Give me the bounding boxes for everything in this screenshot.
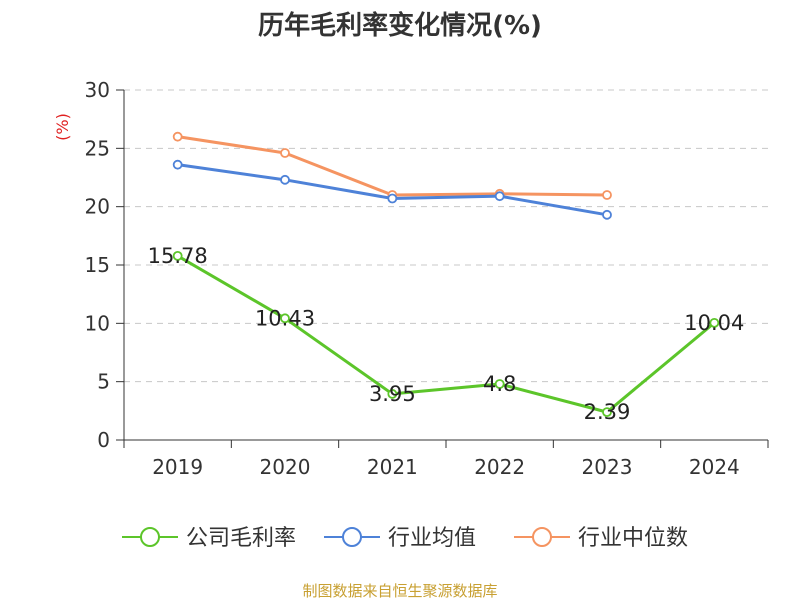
- y-tick-label: 10: [85, 311, 110, 335]
- data-point: [387, 389, 398, 399]
- legend-marker: [532, 527, 552, 547]
- y-tick-label: 20: [85, 195, 110, 219]
- x-tick-label: 2023: [582, 455, 633, 479]
- data-point: [387, 193, 398, 204]
- legend-label: 行业中位数: [578, 526, 688, 551]
- legend-label: 公司毛利率: [186, 526, 296, 551]
- data-label: 10.04: [684, 311, 744, 335]
- data-label: 15.78: [148, 244, 208, 268]
- source-note: 制图数据来自恒生聚源数据库: [302, 582, 497, 600]
- data-point: [280, 174, 290, 185]
- series-lines: [172, 131, 720, 418]
- x-tick-label: 2021: [367, 455, 418, 479]
- x-tick-label: 2019: [152, 455, 203, 479]
- x-tick-labels: 2019 2020 2021 2022 2023 2024: [152, 455, 740, 479]
- y-axis-label: (%): [53, 113, 72, 141]
- data-point: [172, 250, 183, 261]
- legend-marker: [140, 527, 160, 547]
- legend-marker: [342, 527, 362, 547]
- data-point: [280, 148, 290, 158]
- data-point: [602, 209, 612, 220]
- data-label: 3.95: [369, 382, 416, 406]
- data-label: 4.8: [483, 372, 516, 396]
- series-line: [177, 163, 608, 217]
- data-point: [172, 131, 183, 142]
- x-tick-label: 2024: [689, 455, 740, 479]
- data-labels: 15.78 10.43 3.95 4.8 2.39 10.04: [148, 244, 745, 424]
- y-tick-label: 30: [85, 78, 110, 102]
- y-tick-label: 0: [97, 428, 110, 452]
- data-point: [280, 313, 290, 324]
- axes: [116, 89, 769, 448]
- y-tick-labels: 0 5 10 15 20 25 30: [85, 78, 110, 452]
- legend: 公司毛利率 行业均值 行业中位数: [122, 526, 688, 551]
- data-point: [602, 190, 612, 200]
- data-label: 10.43: [255, 306, 315, 330]
- data-point: [709, 317, 720, 328]
- legend-label: 行业均值: [388, 526, 476, 551]
- y-tick-label: 15: [85, 253, 110, 277]
- data-label: 2.39: [584, 400, 631, 424]
- y-tick-label: 5: [97, 370, 110, 394]
- data-point: [494, 191, 505, 202]
- data-point: [602, 407, 612, 418]
- x-tick-label: 2020: [260, 455, 311, 479]
- data-point: [494, 379, 505, 389]
- x-tick-label: 2022: [474, 455, 525, 479]
- data-point: [172, 159, 183, 170]
- series-line: [177, 135, 608, 197]
- series-line: [176, 254, 716, 414]
- chart-title: 历年毛利率变化情况(%): [258, 10, 542, 41]
- grid-lines: [124, 89, 768, 383]
- y-tick-label: 25: [85, 136, 110, 160]
